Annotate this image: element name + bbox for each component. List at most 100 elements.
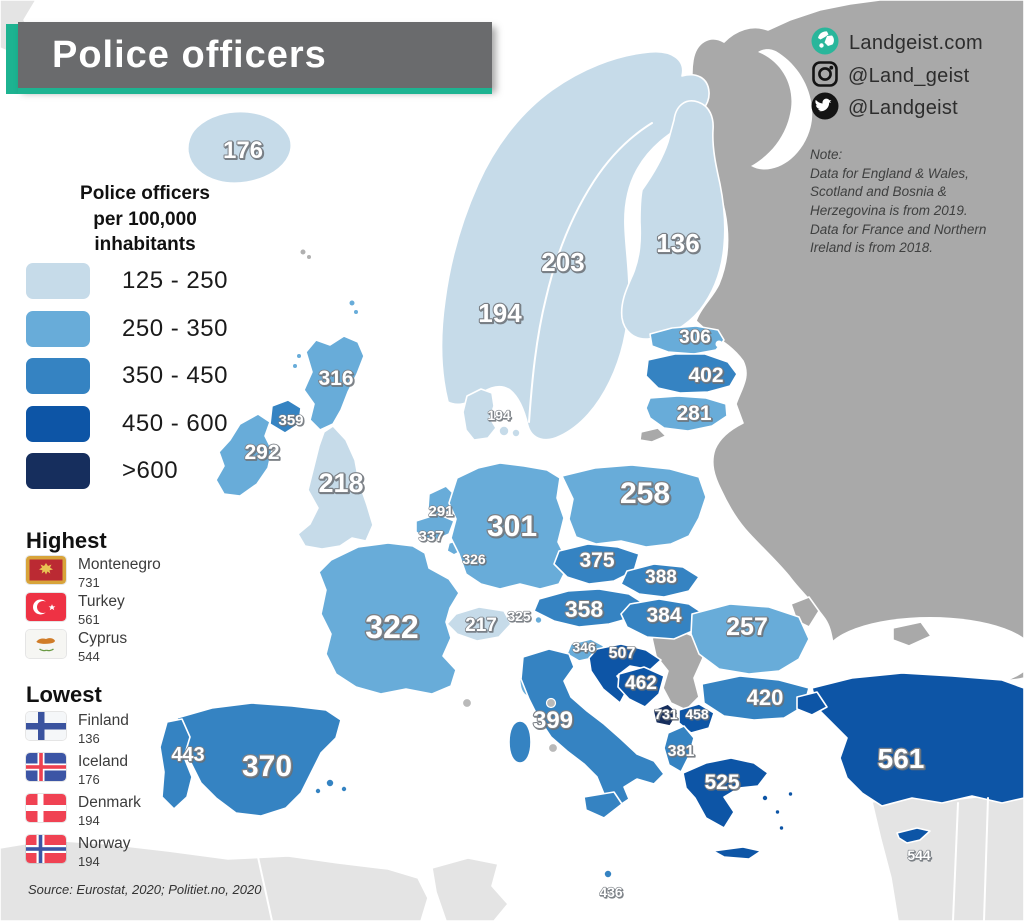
- country-value-label: 443: [171, 744, 204, 766]
- note-line: Data for France and Northern: [810, 221, 987, 237]
- faroe-islands-dot: [300, 249, 306, 255]
- legend-swatch: [26, 358, 90, 394]
- country-italy: [583, 791, 623, 819]
- cyprus-flag-icon: [26, 630, 66, 658]
- country-value-label: 316: [318, 367, 353, 390]
- country-bosnia: [617, 666, 665, 708]
- region-tunisia: [431, 857, 509, 921]
- branding-site: Landgeist.com: [810, 26, 983, 61]
- country-value-label: 458: [685, 706, 709, 722]
- rank-country-value: 136: [78, 731, 100, 747]
- rank-entry-iceland: Iceland 176: [26, 753, 141, 794]
- country-denmark: [462, 388, 497, 441]
- legend-swatch: [26, 453, 90, 489]
- country-latvia: [645, 353, 738, 394]
- legend-range-label: >600: [122, 457, 179, 484]
- rank-country-value: 194: [78, 813, 100, 829]
- country-greece: [682, 757, 769, 829]
- legend-range-label: 250 - 350: [122, 314, 228, 342]
- lowest-list: Finland 136 Iceland 176 Denmark 194 Norway 194: [26, 712, 141, 876]
- legend: 125 - 250 250 - 350 350 - 450 450 - 600 >600: [26, 263, 228, 501]
- iceland-flag-icon: [26, 753, 66, 781]
- twitter-handle[interactable]: @Landgeist: [848, 97, 959, 119]
- legend-title-line: per 100,000: [93, 208, 197, 230]
- lake-peipus: [715, 340, 723, 348]
- country-value-label: 218: [318, 468, 363, 498]
- country-value-label: 257: [726, 613, 768, 641]
- country-greece: [778, 824, 785, 832]
- rank-entry-denmark: Denmark 194: [26, 794, 141, 835]
- country-italy: [508, 720, 532, 764]
- country-denmark: [511, 428, 521, 438]
- country-malta: [603, 869, 613, 879]
- map-decorations: [257, 122, 989, 921]
- country-netherlands: [427, 485, 457, 518]
- country-romania: [690, 603, 810, 675]
- country-value-label: 346: [572, 639, 596, 655]
- turkey-flag-icon: [26, 593, 66, 621]
- title-banner: Police officers: [18, 22, 492, 88]
- country-value-label: 399: [533, 707, 573, 734]
- note-line: Herzegovina is from 2019.: [810, 202, 968, 218]
- highest-list: Montenegro 731 Turkey 561 Cyprus 544: [26, 556, 161, 667]
- rank-country-name: Cyprus: [78, 630, 128, 647]
- site-url[interactable]: Landgeist.com: [849, 32, 983, 54]
- branding-twitter: @Landgeist: [811, 92, 958, 125]
- note-line: Note:: [810, 147, 843, 162]
- country-spain: [176, 702, 342, 817]
- rank-country-value: 731: [78, 575, 100, 591]
- landgeist-globe-icon: [810, 26, 840, 61]
- country-value-label: 436: [599, 884, 623, 900]
- legend-swatch: [26, 263, 90, 299]
- country-turkey: [796, 691, 828, 716]
- country-spain: [314, 787, 322, 795]
- country-bulgaria: [701, 675, 810, 721]
- country-value-label: 544: [907, 847, 931, 863]
- country-value-label: 322: [365, 609, 418, 645]
- country-value-label: 217: [465, 615, 497, 636]
- rank-country-name: Denmark: [78, 794, 141, 811]
- country-belgium: [415, 513, 455, 543]
- country-value-label: 384: [646, 604, 681, 627]
- legend-item: 125 - 250: [26, 263, 228, 299]
- country-lithuania: [645, 395, 728, 432]
- branding-instagram: @Land_geist: [811, 60, 969, 93]
- country-value-label: 358: [565, 596, 604, 622]
- rank-country-name: Norway: [78, 835, 131, 852]
- note-line: Ireland is from 2018.: [810, 240, 934, 256]
- country-value-label: 359: [278, 412, 303, 429]
- country-scotland: [303, 335, 365, 431]
- rank-entry-cyprus: Cyprus 544: [26, 630, 161, 667]
- country-switzerland: [446, 606, 512, 642]
- denmark-flag-icon: [26, 794, 66, 822]
- country-denmark: [498, 425, 510, 437]
- banner-underline: [18, 88, 492, 94]
- country-hungary: [620, 598, 705, 640]
- country-iceland: [187, 110, 292, 184]
- country-value-label: 370: [242, 750, 292, 783]
- shetland-dot: [349, 300, 355, 306]
- finland-flag-icon: [26, 712, 66, 740]
- country-value-label: 507: [609, 645, 636, 662]
- legend-swatch: [26, 405, 90, 442]
- country-value-label: 291: [428, 503, 453, 520]
- legend-range-label: 450 - 600: [122, 409, 228, 437]
- country-value-label: 462: [625, 673, 657, 694]
- twitter-icon: [811, 92, 839, 125]
- highest-heading: Highest: [26, 528, 107, 553]
- country-value-label: 301: [487, 510, 537, 543]
- country-spain: [325, 778, 335, 788]
- country-greece: [787, 790, 794, 798]
- rank-entry-finland: Finland 136: [26, 712, 141, 753]
- country-ireland: [215, 413, 273, 497]
- legend-title: Police officers per 100,000 inhabitants: [20, 181, 270, 258]
- lowest-heading: Lowest: [26, 682, 102, 707]
- region-north-africa: [0, 839, 429, 921]
- country-value-label: 194: [478, 298, 522, 328]
- country-croatia: [588, 643, 662, 704]
- country-poland: [561, 464, 707, 548]
- country-value-label: 306: [679, 327, 711, 348]
- instagram-handle[interactable]: @Land_geist: [848, 65, 970, 87]
- legend-title-line: inhabitants: [94, 234, 196, 256]
